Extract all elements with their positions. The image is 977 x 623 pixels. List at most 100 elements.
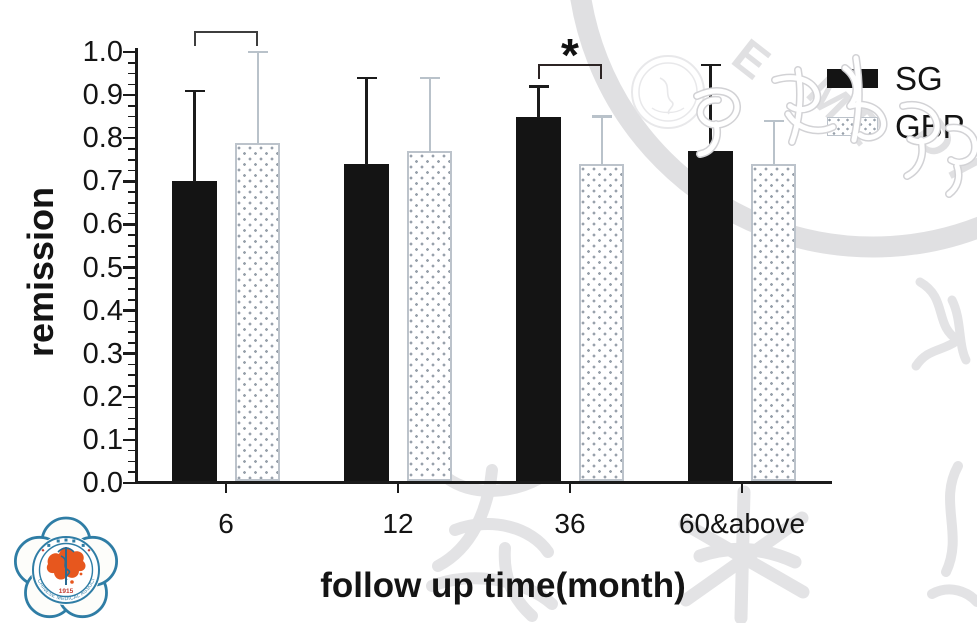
y-minor-tick xyxy=(128,428,135,430)
y-tick-label: 0.9 xyxy=(82,79,123,112)
y-major-tick xyxy=(123,395,135,399)
y-tick-label: 0.4 xyxy=(82,294,123,327)
y-major-tick xyxy=(123,50,135,54)
y-minor-tick xyxy=(128,331,135,333)
y-minor-tick xyxy=(128,126,135,129)
y-major-tick xyxy=(123,223,135,226)
x-axis-title: follow up time(month) xyxy=(320,566,686,605)
bar-sg-6 xyxy=(172,181,217,481)
y-major-tick xyxy=(123,352,135,355)
cma-logo-staff-snake xyxy=(57,547,75,585)
y-tick-label: 0.2 xyxy=(82,380,123,413)
bar-gbp-36 xyxy=(579,164,624,481)
x-tick xyxy=(568,484,572,493)
y-minor-tick xyxy=(128,417,135,420)
x-tick-label: 36 xyxy=(554,508,586,539)
bar-gbp-60&above xyxy=(751,164,796,481)
error-cap-sg-6 xyxy=(184,89,205,93)
y-minor-tick xyxy=(128,61,135,64)
y-major-tick xyxy=(123,180,135,183)
y-minor-tick xyxy=(128,169,135,172)
y-major-tick xyxy=(123,136,135,140)
legend-swatch-gbp xyxy=(827,117,878,136)
watermark-seal-ring xyxy=(570,0,977,258)
y-minor-tick xyxy=(128,385,135,387)
bar-sg-60&above xyxy=(688,151,733,481)
y-major-tick xyxy=(123,309,135,312)
y-minor-tick xyxy=(128,148,135,150)
y-minor-tick xyxy=(128,363,135,366)
y-minor-tick xyxy=(128,460,135,463)
y-minor-tick xyxy=(128,374,135,377)
y-minor-tick xyxy=(128,288,135,290)
bar-gbp-12 xyxy=(407,151,452,481)
bar-sg-36 xyxy=(516,116,561,481)
x-tick xyxy=(396,484,400,493)
y-minor-tick xyxy=(128,212,135,215)
y-minor-tick xyxy=(128,299,135,301)
y-axis-line xyxy=(135,48,138,484)
y-major-tick xyxy=(123,438,135,442)
y-minor-tick xyxy=(128,277,135,280)
y-tick-label: 0.6 xyxy=(82,208,123,241)
y-minor-tick xyxy=(128,245,135,247)
y-minor-tick xyxy=(128,83,135,86)
y-major-tick xyxy=(123,266,135,269)
cma-logo-top-band-marks xyxy=(41,538,91,552)
error-cap-gbp-60&above xyxy=(763,119,784,123)
error-bar-sg-12 xyxy=(365,77,368,166)
y-tick-label: 0.7 xyxy=(82,165,123,198)
y-tick-label: 0.0 xyxy=(82,467,123,499)
error-cap-gbp-12 xyxy=(419,76,440,80)
error-cap-gbp-6 xyxy=(247,50,268,54)
cma-logo-taiwan xyxy=(79,572,83,576)
x-tick xyxy=(740,484,744,493)
y-tick-label: 0.1 xyxy=(82,423,123,456)
error-cap-gbp-36 xyxy=(591,115,612,118)
error-bar-gbp-12 xyxy=(428,77,431,153)
y-minor-tick xyxy=(128,115,135,118)
y-tick-label: 0.5 xyxy=(82,251,123,284)
x-tick-label: 12 xyxy=(382,508,414,539)
y-minor-tick xyxy=(128,158,135,161)
y-tick-label: 1.0 xyxy=(82,36,123,68)
y-minor-tick xyxy=(128,202,135,204)
cma-logo: 1915 CHINESE MEDICAL ASSOCIATION xyxy=(12,516,118,619)
cma-logo-hainan xyxy=(70,580,74,584)
error-cap-sg-36 xyxy=(528,85,549,88)
error-bar-sg-60&above xyxy=(709,64,712,153)
y-minor-tick xyxy=(128,342,135,344)
watermark-calligraphy-gray xyxy=(426,277,977,623)
error-bar-sg-6 xyxy=(193,90,196,183)
y-tick-label: 0.3 xyxy=(82,337,123,370)
significance-bracket-36 xyxy=(538,64,602,79)
legend-label-sg: SG xyxy=(895,60,943,97)
y-tick-label: 0.8 xyxy=(82,122,123,155)
legend-label-gbp: GBP xyxy=(895,108,965,145)
x-tick-label: 6 xyxy=(218,508,234,539)
error-cap-sg-12 xyxy=(356,76,377,80)
y-minor-tick xyxy=(128,449,135,452)
bar-sg-12 xyxy=(344,164,389,481)
y-minor-tick xyxy=(128,105,135,107)
y-major-tick xyxy=(123,481,135,485)
y-minor-tick xyxy=(128,255,135,258)
error-bar-gbp-60&above xyxy=(772,120,775,166)
error-bar-gbp-6 xyxy=(256,52,259,144)
error-cap-sg-60&above xyxy=(700,63,721,67)
y-minor-tick xyxy=(128,471,135,474)
y-minor-tick xyxy=(128,234,135,236)
x-axis-line xyxy=(135,481,832,484)
y-major-tick xyxy=(123,93,135,97)
bar-gbp-6 xyxy=(235,142,280,481)
y-minor-tick xyxy=(128,72,135,75)
y-minor-tick xyxy=(128,320,135,323)
cma-logo-year: 1915 xyxy=(59,588,74,595)
x-tick xyxy=(224,484,228,493)
significance-bracket-6 xyxy=(194,31,258,46)
error-bar-sg-36 xyxy=(537,86,540,118)
legend-swatch-sg xyxy=(827,69,878,88)
y-minor-tick xyxy=(128,191,135,193)
